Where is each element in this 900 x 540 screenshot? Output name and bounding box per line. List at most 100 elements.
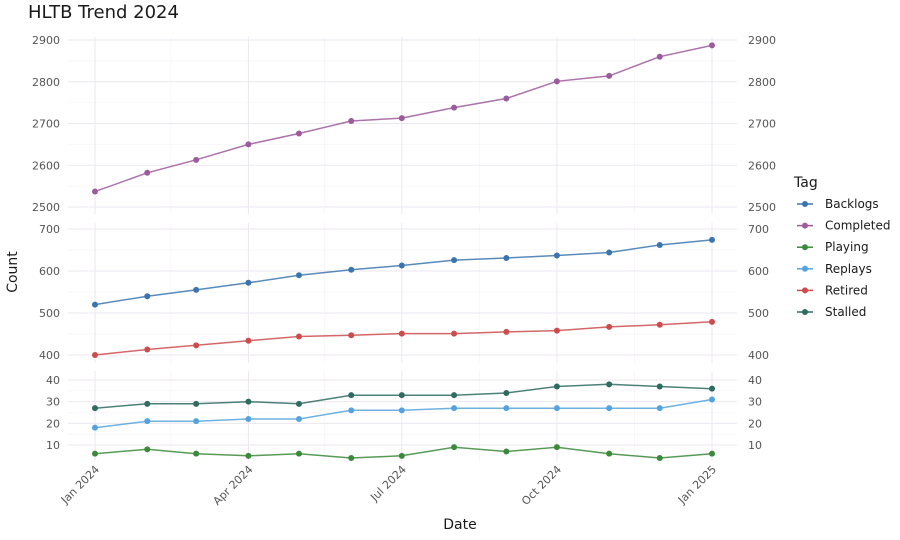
data-point-retired (144, 346, 151, 353)
y-tick-label-right: 2500 (748, 201, 776, 214)
y-tick-label-left: 2600 (32, 159, 60, 172)
y-tick-label-left: 500 (39, 307, 60, 320)
data-point-retired (398, 330, 405, 337)
data-point-playing (503, 448, 510, 455)
x-tick-label: Apr 2024 (211, 463, 256, 508)
data-point-backlogs (709, 236, 715, 243)
y-tick-label-left: 400 (39, 349, 60, 362)
data-point-completed (398, 115, 405, 122)
data-point-replays (709, 396, 715, 403)
data-point-playing (245, 452, 252, 459)
data-point-playing (606, 450, 613, 457)
data-point-backlogs (553, 252, 560, 259)
legend-label: Completed (825, 219, 890, 233)
legend-title: Tag (793, 175, 818, 191)
y-tick-label-right: 40 (748, 374, 762, 387)
data-point-retired (193, 342, 200, 349)
data-point-stalled (503, 390, 510, 396)
data-point-playing (193, 450, 200, 457)
data-point-completed (245, 141, 252, 148)
data-point-backlogs (295, 272, 302, 279)
data-point-completed (709, 42, 715, 49)
data-point-retired (92, 352, 98, 358)
legend-key-point (802, 222, 808, 229)
y-tick-label-left: 2800 (32, 76, 60, 89)
data-point-stalled (398, 392, 405, 399)
data-point-backlogs (451, 257, 458, 264)
data-point-playing (348, 455, 355, 461)
chart-title: HLTB Trend 2024 (28, 2, 179, 23)
data-point-backlogs (92, 301, 98, 308)
data-point-completed (92, 188, 98, 195)
data-point-stalled (709, 385, 715, 392)
data-point-completed (606, 72, 613, 79)
y-tick-label-right: 500 (748, 307, 769, 320)
data-point-replays (656, 405, 663, 412)
data-point-retired (348, 332, 355, 339)
data-point-retired (553, 327, 560, 334)
data-point-completed (553, 78, 560, 85)
data-point-retired (503, 328, 510, 335)
series-line-retired (94, 321, 713, 356)
x-axis-title: Date (443, 517, 476, 533)
data-point-retired (606, 323, 613, 330)
data-point-stalled (606, 381, 613, 388)
legend: Tag Backlogs Completed Playing Replays Retir… (793, 175, 890, 319)
data-point-playing (295, 450, 302, 457)
series-line-backlogs (94, 239, 713, 306)
data-point-playing (92, 450, 98, 457)
data-point-completed (144, 169, 151, 176)
series-layer (92, 42, 715, 461)
y-tick-label-right: 2700 (748, 118, 776, 131)
data-point-replays (193, 418, 200, 425)
data-point-stalled (245, 398, 252, 405)
legend-key-point (802, 265, 808, 272)
data-point-completed (503, 95, 510, 102)
y-tick-label-left: 20 (46, 417, 60, 430)
data-point-backlogs (398, 262, 405, 269)
legend-label: Replays (825, 262, 872, 276)
legend-label: Retired (825, 283, 868, 297)
data-point-stalled (193, 400, 200, 407)
y-tick-label-left: 2900 (32, 34, 60, 47)
legend-key-point (802, 201, 808, 207)
legend-label: Backlogs (825, 197, 879, 211)
data-point-completed (295, 130, 302, 137)
y-axis-title: Count (5, 251, 21, 293)
y-tick-label-right: 20 (748, 417, 762, 430)
y-tick-label-left: 30 (46, 396, 60, 409)
y-tick-label-right: 2600 (748, 159, 776, 172)
y-tick-label-right: 30 (748, 396, 762, 409)
data-point-replays (503, 405, 510, 412)
data-point-completed (451, 104, 458, 111)
data-point-replays (92, 424, 98, 431)
data-point-playing (709, 450, 715, 457)
data-point-retired (295, 333, 302, 340)
y-tick-label-left: 2500 (32, 201, 60, 214)
data-point-completed (193, 156, 200, 163)
data-point-backlogs (144, 293, 151, 300)
data-point-replays (451, 405, 458, 412)
data-point-replays (606, 405, 613, 412)
data-point-stalled (656, 383, 663, 390)
y-tick-label-left: 40 (46, 374, 60, 387)
y-tick-label-right: 2800 (748, 76, 776, 89)
y-tick-label-left: 600 (39, 265, 60, 278)
data-point-completed (348, 117, 355, 124)
data-point-stalled (348, 392, 355, 399)
data-point-replays (144, 418, 151, 425)
y-tick-label-right: 2900 (748, 34, 776, 47)
legend-key-point (802, 287, 808, 294)
data-point-playing (144, 446, 151, 453)
y-tick-label-left: 700 (39, 223, 60, 236)
data-point-backlogs (656, 241, 663, 248)
data-point-stalled (295, 400, 302, 407)
grid-layer (68, 37, 737, 461)
data-point-backlogs (193, 286, 200, 293)
x-tick-label: Jul 2024 (367, 463, 409, 505)
x-tick-label: Jan 2024 (58, 463, 102, 507)
y-tick-label-right: 600 (748, 265, 769, 278)
legend-label: Playing (825, 240, 869, 254)
data-point-stalled (144, 400, 151, 407)
